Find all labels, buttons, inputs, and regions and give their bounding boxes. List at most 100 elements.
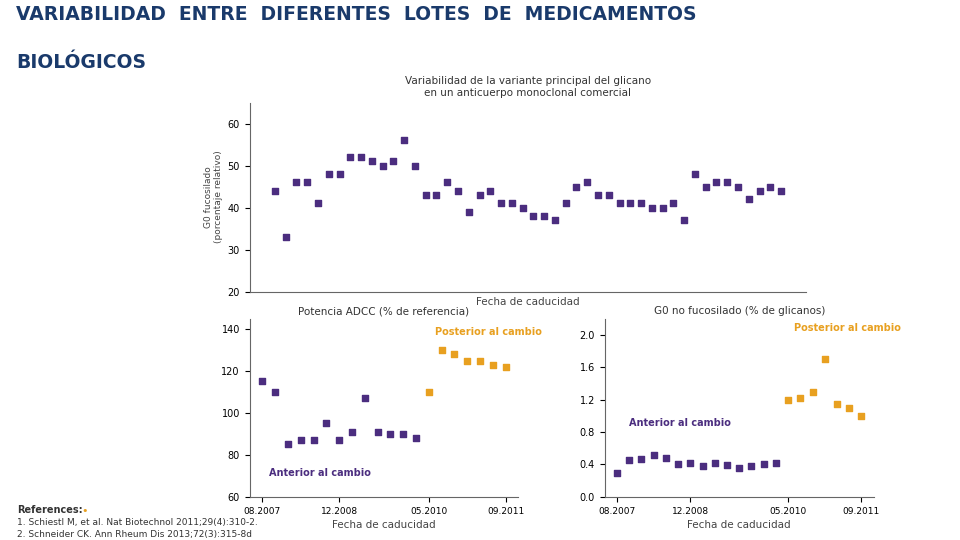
Point: [446, 350, 462, 359]
X-axis label: Fecha de caducidad: Fecha de caducidad: [332, 519, 436, 530]
Point: [537, 212, 552, 220]
Point: [842, 403, 857, 412]
Point: [695, 462, 710, 470]
Point: [580, 178, 595, 187]
Point: [370, 428, 385, 436]
Point: [345, 428, 360, 436]
Text: Posterior al cambio: Posterior al cambio: [794, 323, 901, 333]
Point: [300, 178, 315, 187]
Point: [665, 199, 681, 208]
Point: [278, 233, 294, 241]
Point: [383, 430, 398, 438]
Point: [364, 157, 379, 166]
Point: [741, 195, 756, 204]
Point: [780, 395, 796, 404]
Title: Variabilidad de la variante principal del glicano
en un anticuerpo monoclonal co: Variabilidad de la variante principal de…: [405, 76, 651, 98]
Point: [829, 400, 845, 408]
Point: [568, 183, 584, 191]
Point: [461, 207, 476, 216]
Point: [440, 178, 455, 187]
Title: Potencia ADCC (% de referencia): Potencia ADCC (% de referencia): [299, 306, 469, 316]
Point: [293, 436, 308, 444]
Point: [610, 468, 625, 477]
Y-axis label: G0 fucosilado
(porcentaje relativo): G0 fucosilado (porcentaje relativo): [204, 151, 224, 244]
Point: [804, 387, 820, 396]
Point: [434, 346, 449, 354]
Point: [280, 440, 296, 449]
Text: Anterior al cambio: Anterior al cambio: [269, 468, 371, 478]
Point: [408, 434, 423, 442]
Point: [483, 186, 498, 195]
Point: [687, 170, 703, 178]
Point: [623, 199, 638, 208]
Point: [677, 216, 692, 225]
Point: [793, 394, 808, 402]
Point: [407, 161, 422, 170]
Point: [720, 178, 735, 187]
Point: [744, 462, 759, 470]
Point: [683, 458, 698, 467]
Point: [547, 216, 563, 225]
Point: [331, 436, 347, 444]
Point: [396, 430, 411, 438]
X-axis label: Fecha de caducidad: Fecha de caducidad: [476, 297, 580, 307]
Point: [731, 183, 746, 191]
Point: [768, 458, 783, 467]
Point: [396, 136, 412, 145]
Point: [418, 191, 433, 199]
Point: [601, 191, 616, 199]
Point: [515, 203, 530, 212]
Point: [590, 191, 606, 199]
Point: [460, 356, 475, 365]
Point: [332, 170, 348, 178]
Point: [670, 460, 685, 469]
Point: [306, 436, 322, 444]
Point: [708, 458, 723, 467]
Point: [634, 455, 649, 463]
Point: [644, 203, 660, 212]
Point: [429, 191, 444, 199]
Point: [612, 199, 627, 208]
Point: [719, 461, 734, 470]
Point: [310, 199, 325, 208]
Point: [762, 183, 778, 191]
Point: [774, 186, 789, 195]
Point: [708, 178, 724, 187]
Text: Posterior al cambio: Posterior al cambio: [435, 327, 542, 338]
Point: [321, 170, 336, 178]
Point: [267, 186, 282, 195]
Point: [646, 450, 661, 459]
Point: [526, 212, 541, 220]
Point: [752, 186, 767, 195]
Text: References:: References:: [17, 505, 83, 515]
Point: [472, 191, 488, 199]
Point: [853, 411, 869, 420]
Point: [817, 355, 832, 363]
Text: •: •: [82, 506, 88, 516]
Point: [659, 454, 674, 462]
Point: [558, 199, 573, 208]
Text: VARIABILIDAD  ENTRE  DIFERENTES  LOTES  DE  MEDICAMENTOS: VARIABILIDAD ENTRE DIFERENTES LOTES DE M…: [16, 5, 697, 24]
Point: [485, 360, 500, 369]
Title: G0 no fucosilado (% de glicanos): G0 no fucosilado (% de glicanos): [654, 306, 825, 316]
Point: [698, 183, 713, 191]
Point: [634, 199, 649, 208]
Point: [319, 419, 334, 428]
Point: [472, 356, 488, 365]
Point: [504, 199, 519, 208]
Point: [655, 203, 670, 212]
Point: [756, 460, 771, 469]
Point: [357, 394, 372, 403]
Point: [268, 388, 283, 396]
Point: [386, 157, 401, 166]
Point: [343, 153, 358, 161]
Point: [353, 153, 369, 161]
Point: [375, 161, 391, 170]
Point: [732, 463, 747, 472]
Point: [254, 377, 270, 386]
Point: [421, 388, 437, 396]
X-axis label: Fecha de caducidad: Fecha de caducidad: [687, 519, 791, 530]
Point: [289, 178, 304, 187]
Point: [498, 362, 514, 371]
Text: 1. Schiestl M, et al. Nat Biotechnol 2011;29(4):310-2.: 1. Schiestl M, et al. Nat Biotechnol 201…: [17, 518, 258, 528]
